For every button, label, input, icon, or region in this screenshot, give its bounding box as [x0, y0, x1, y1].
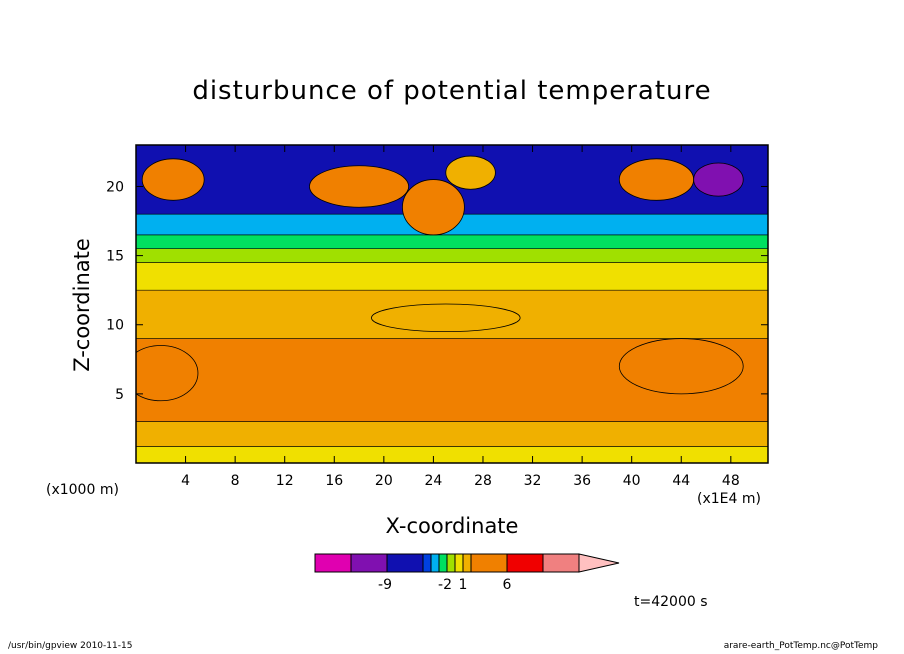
x-tick-label: 48 — [722, 473, 740, 489]
y-tick-label: 5 — [115, 387, 124, 403]
chart-title: disturbunce of potential temperature — [192, 76, 712, 106]
heatmap-blob — [693, 162, 744, 197]
time-annotation: t=42000 s — [634, 594, 708, 610]
heatmap-blob — [618, 158, 695, 201]
colorbar-cell — [470, 553, 508, 573]
colorbar-cell — [430, 553, 440, 573]
y-tick-label: 10 — [106, 318, 124, 334]
x-tick-label: 4 — [181, 473, 190, 489]
y-tick-label: 20 — [106, 179, 124, 195]
x-axis-label: X-coordinate — [385, 514, 519, 538]
colorbar: -9 -2 1 6 — [314, 553, 620, 593]
heatmap-band — [136, 446, 768, 463]
heatmap-blob — [141, 158, 205, 201]
colorbar-cell — [386, 553, 424, 573]
colorbar-cell — [446, 553, 456, 573]
colorbar-cell — [462, 553, 472, 573]
x-unit-label: (x1000 m) — [46, 482, 119, 498]
x-tick-label: 20 — [375, 473, 393, 489]
heatmap-blob — [309, 165, 410, 208]
heatmap-band — [136, 234, 768, 249]
footer-left: /usr/bin/gpview 2010-11-15 — [8, 641, 133, 651]
x-tick-label: 24 — [424, 473, 442, 489]
colorbar-tick-label: 1 — [459, 577, 468, 593]
colorbar-tick-label: -2 — [438, 577, 452, 593]
colorbar-cell — [506, 553, 544, 573]
colorbar-cell — [422, 553, 432, 573]
heatmap-band — [136, 421, 768, 447]
x-tick-label: 16 — [325, 473, 343, 489]
heatmap-band — [136, 262, 768, 291]
heatmap-band — [136, 248, 768, 263]
colorbar-cell — [350, 553, 388, 573]
x-tick-label: 12 — [276, 473, 294, 489]
x-scale-label: (x1E4 m) — [697, 491, 761, 507]
heatmap-blob — [136, 345, 199, 402]
x-tick-label: 32 — [524, 473, 542, 489]
x-tick-label: 40 — [623, 473, 641, 489]
colorbar-cell — [438, 553, 448, 573]
heatmap-blob — [371, 303, 521, 333]
colorbar-cell — [314, 553, 352, 573]
colorbar-tick-label: 6 — [503, 577, 512, 593]
heatmap-fill — [136, 145, 768, 463]
colorbar-cell — [542, 553, 580, 573]
heatmap-blob — [402, 179, 465, 236]
x-tick-label: 44 — [672, 473, 690, 489]
footer-right: arare-earth_PotTemp.nc@PotTemp — [723, 641, 878, 651]
colorbar-cell — [454, 553, 464, 573]
x-tick-label: 36 — [573, 473, 591, 489]
heatmap-blob — [618, 338, 744, 395]
plot-frame — [135, 144, 769, 464]
heatmap-blob — [445, 155, 496, 190]
x-tick-label: 8 — [231, 473, 240, 489]
colorbar-tick-label: -9 — [378, 577, 392, 593]
x-tick-label: 28 — [474, 473, 492, 489]
colorbar-cell — [578, 553, 620, 573]
y-tick-label: 15 — [106, 249, 124, 265]
